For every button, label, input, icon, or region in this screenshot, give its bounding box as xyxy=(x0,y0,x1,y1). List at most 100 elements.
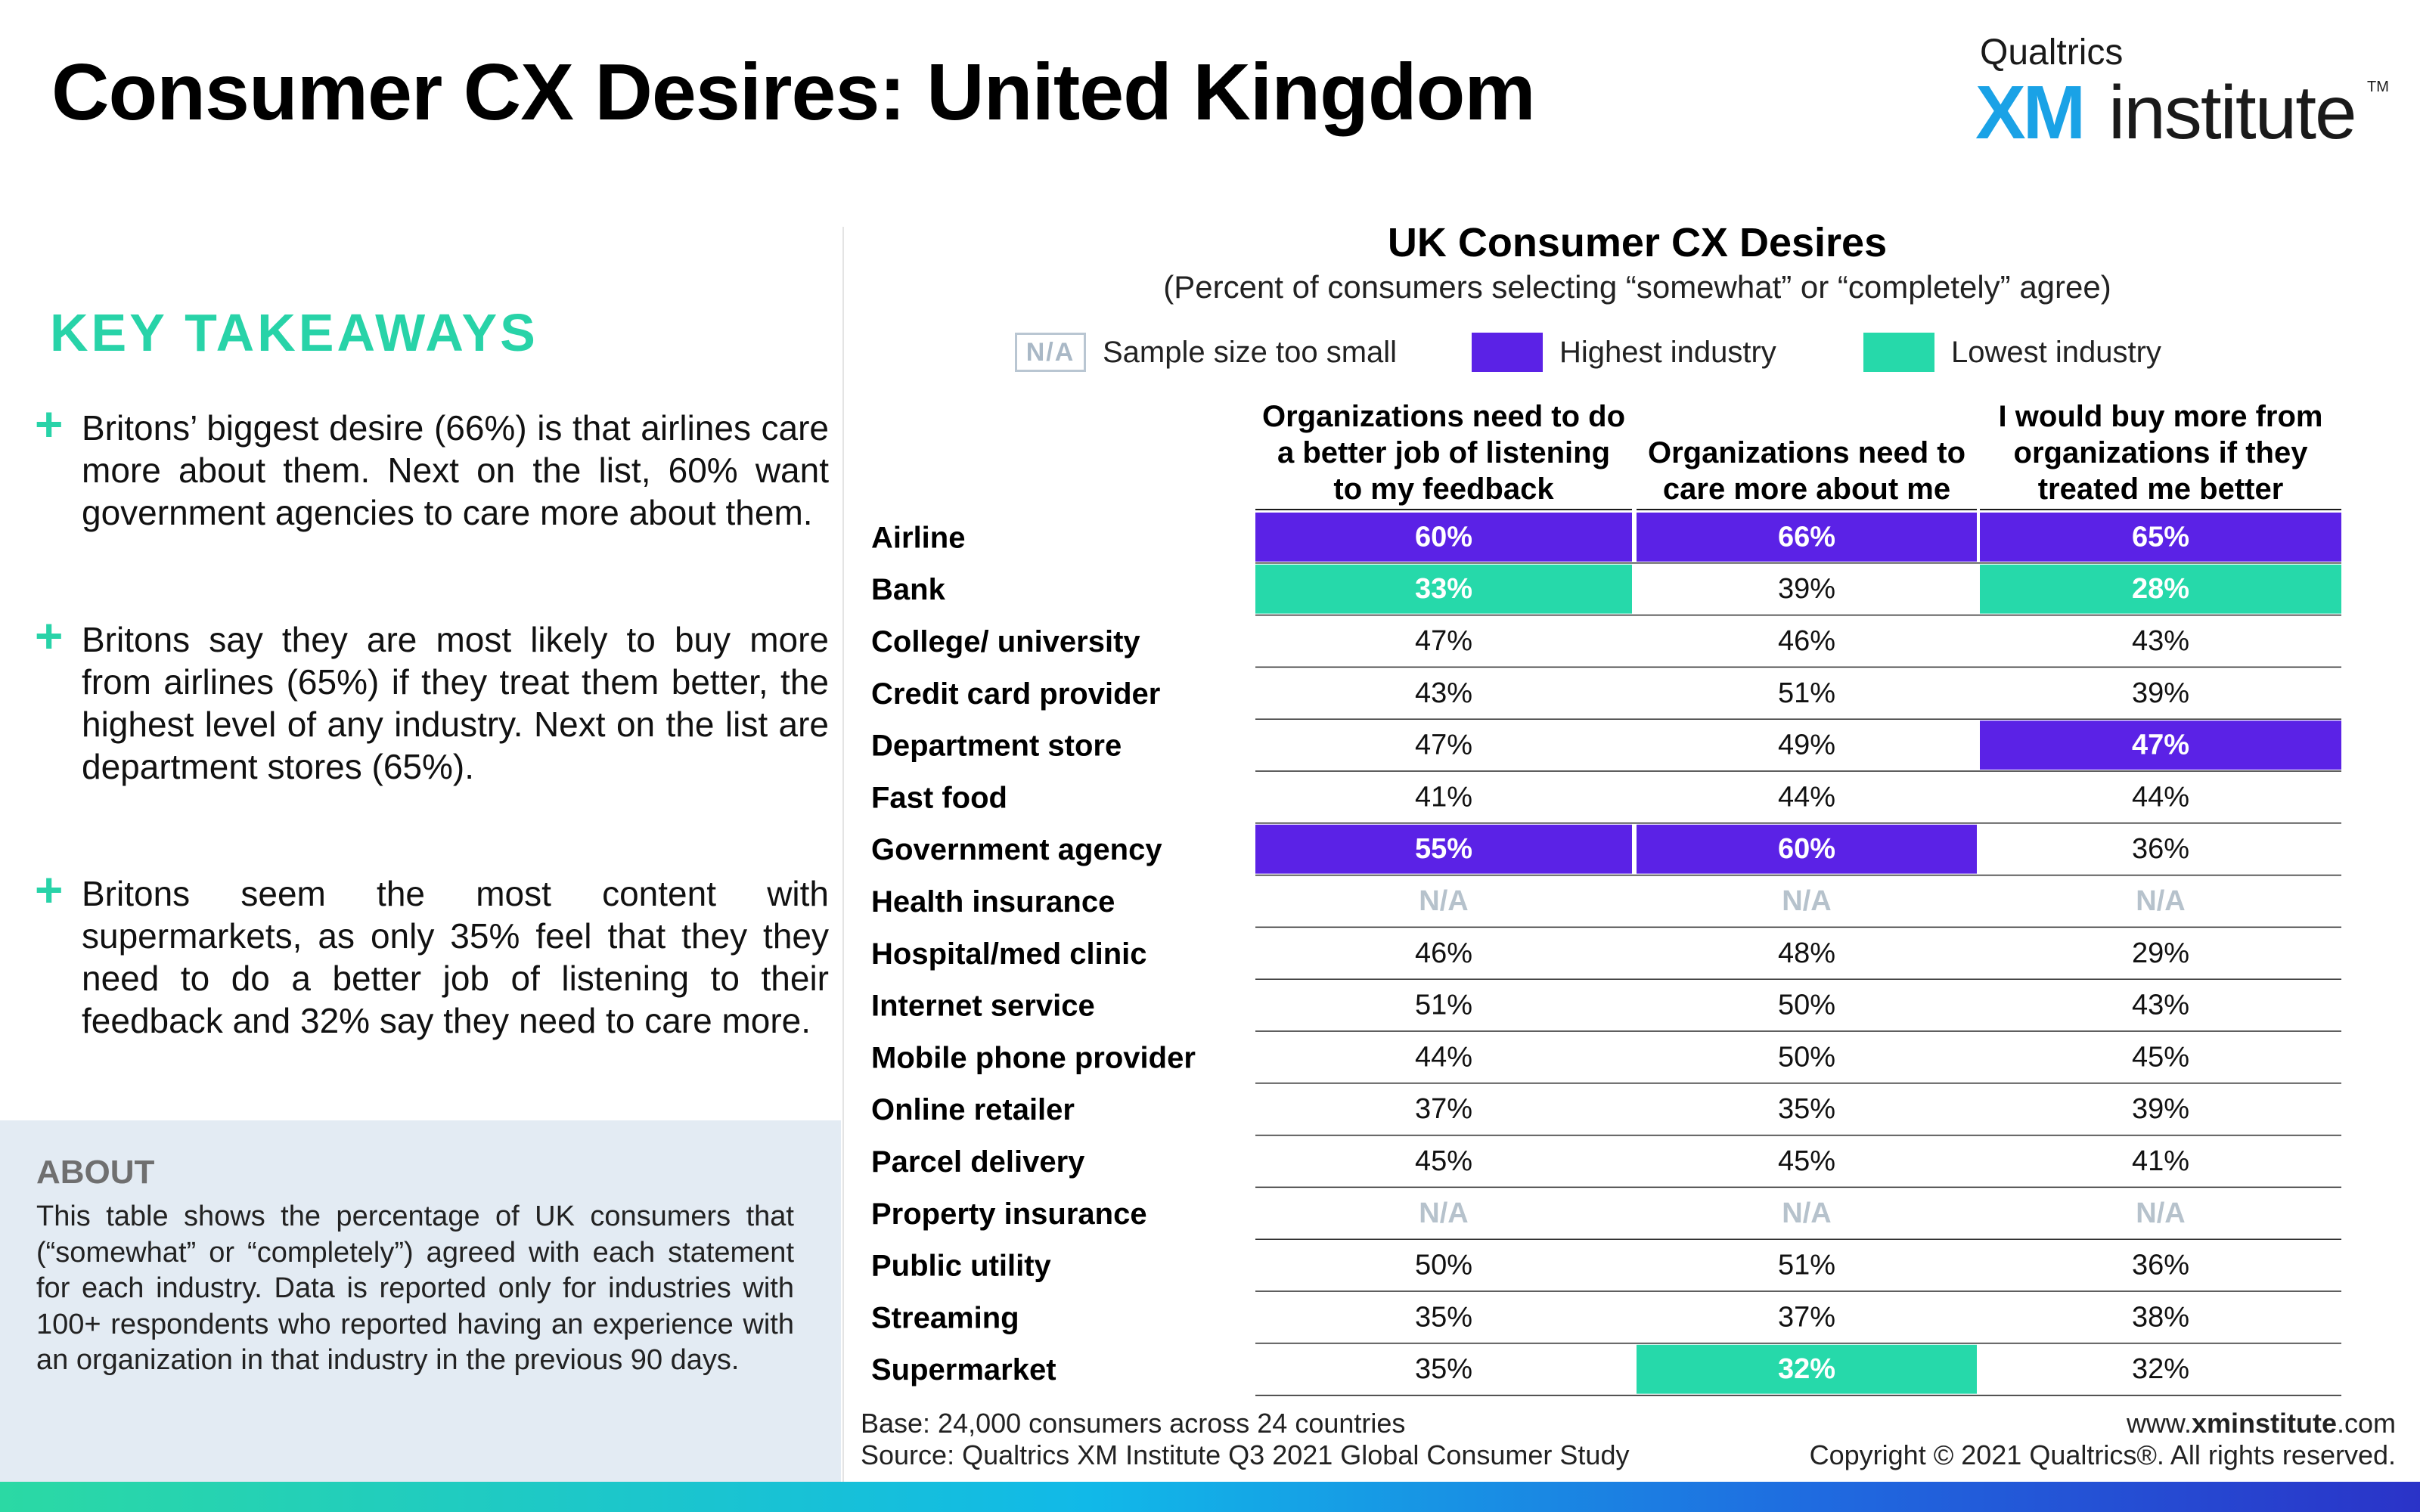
table-cell-value: 36% xyxy=(2132,833,2189,865)
column-header-line: Organizations need to xyxy=(1648,436,1965,469)
table-cell-value: 50% xyxy=(1415,1250,1472,1281)
table-cell-value: N/A xyxy=(1419,1198,1468,1229)
table-cell-value: 35% xyxy=(1778,1093,1835,1125)
column-header-line: Organizations need to do xyxy=(1262,400,1625,433)
legend-item-lowest: Lowest industry xyxy=(1863,330,2161,375)
table-cell-value: 44% xyxy=(2132,781,2189,813)
row-label: Mobile phone provider xyxy=(871,1041,1196,1074)
legend-item-highest: Highest industry xyxy=(1472,330,1776,375)
table-cell-value: N/A xyxy=(1782,885,1831,917)
takeaway-text: Britons seem the most content with super… xyxy=(82,874,829,1040)
legend: N/A Sample size too small Highest indust… xyxy=(1015,330,2225,375)
table-cell-value: 43% xyxy=(2132,625,2189,657)
table-cell-value: 35% xyxy=(1415,1301,1472,1333)
table-cell-value: 35% xyxy=(1415,1353,1472,1385)
table-cell-value: 46% xyxy=(1415,937,1472,969)
table-cell-value: 55% xyxy=(1415,833,1472,865)
row-label: Internet service xyxy=(871,990,1095,1023)
table-cell-value: 47% xyxy=(1415,625,1472,657)
table-cell-value: N/A xyxy=(2136,1198,2185,1229)
copyright-text: Copyright © 2021 Qualtrics®. All rights … xyxy=(1809,1439,2396,1470)
row-label: Public utility xyxy=(871,1250,1052,1283)
about-box: ABOUT This table shows the percentage of… xyxy=(0,1120,841,1482)
table-cell-value: 32% xyxy=(1778,1353,1835,1385)
base-text: Base: 24,000 consumers across 24 countri… xyxy=(861,1408,1406,1439)
table-cell-value: 28% xyxy=(2132,573,2189,605)
row-label: Parcel delivery xyxy=(871,1145,1085,1179)
table-cell-value: 45% xyxy=(1415,1145,1472,1177)
highest-cell-fill xyxy=(1255,824,1632,874)
plus-icon: + xyxy=(35,609,64,663)
table-cell-value: 60% xyxy=(1415,521,1472,553)
highest-cell-fill xyxy=(1980,513,2341,562)
row-label: Online retailer xyxy=(871,1093,1075,1126)
chart-title: UK Consumer CX Desires xyxy=(1387,220,1888,265)
table-cell-value: 60% xyxy=(1778,833,1835,865)
table-cell-value: 44% xyxy=(1778,781,1835,813)
bottom-gradient-stripe xyxy=(0,1482,2420,1512)
logo-tm-text: TM xyxy=(2367,79,2389,95)
left-panel: KEY TAKEAWAYS + Britons’ biggest desire … xyxy=(0,227,841,1482)
table-cell-value: 44% xyxy=(1415,1041,1472,1073)
row-label: Government agency xyxy=(871,833,1162,866)
panel-divider xyxy=(842,227,844,1482)
logo-institute-text: institute xyxy=(2108,70,2357,155)
table-cell-value: 37% xyxy=(1778,1301,1835,1333)
table-cell-value: 46% xyxy=(1778,625,1835,657)
column-header-line: treated me better xyxy=(2038,472,2284,506)
table-cell-value: 49% xyxy=(1778,730,1835,761)
table-cell-value: N/A xyxy=(1419,885,1468,917)
column-header-line: a better job of listening xyxy=(1277,436,1610,469)
table-cell-value: 43% xyxy=(2132,990,2189,1021)
legend-swatch-lowest xyxy=(1863,333,1934,372)
footer-right: www.xminstitute.com Copyright © 2021 Qua… xyxy=(1810,1408,2396,1471)
table-cell-value: 33% xyxy=(1415,573,1472,605)
highest-cell-fill xyxy=(1637,824,1977,874)
legend-item-na: N/A Sample size too small xyxy=(1015,330,1397,375)
website-link[interactable]: www.xminstitute.com xyxy=(2126,1408,2396,1439)
takeaway-text: Britons say they are most likely to buy … xyxy=(82,620,829,786)
row-label: Bank xyxy=(871,573,946,606)
column-header-line: to my feedback xyxy=(1333,472,1554,506)
plus-icon: + xyxy=(35,863,64,917)
table-cell-value: N/A xyxy=(2136,885,2185,917)
table-cell-value: 43% xyxy=(1415,677,1472,709)
table-cell-value: 50% xyxy=(1778,1041,1835,1073)
key-takeaways-heading: KEY TAKEAWAYS xyxy=(50,303,538,362)
row-label: Supermarket xyxy=(871,1353,1056,1387)
highest-cell-fill xyxy=(1637,513,1977,562)
table-cell-value: 50% xyxy=(1778,990,1835,1021)
source-text: Source: Qualtrics XM Institute Q3 2021 G… xyxy=(861,1439,1630,1470)
highest-cell-fill xyxy=(1255,513,1632,562)
lowest-cell-fill xyxy=(1980,564,2341,614)
takeaway-text: Britons’ biggest desire (66%) is that ai… xyxy=(82,408,829,532)
chart-subtitle: (Percent of consumers selecting “somewha… xyxy=(1163,269,2111,305)
table-cell-value: 29% xyxy=(2132,937,2189,969)
table-cell-value: 45% xyxy=(2132,1041,2189,1073)
plus-icon: + xyxy=(35,397,64,451)
table-cell-value: N/A xyxy=(1782,1198,1831,1229)
page-title: Consumer CX Desires: United Kingdom xyxy=(51,48,1536,137)
base-note: Base: 24,000 consumers across 24 countri… xyxy=(861,1408,1629,1471)
about-text: This table shows the percentage of UK co… xyxy=(36,1201,794,1376)
table-cell-value: 39% xyxy=(1778,573,1835,605)
table-cell-value: 39% xyxy=(2132,677,2189,709)
row-label: Health insurance xyxy=(871,885,1115,919)
about-heading: ABOUT xyxy=(36,1154,155,1191)
legend-label-lowest: Lowest industry xyxy=(1951,335,2161,369)
table-cell-value: 41% xyxy=(2132,1145,2189,1177)
row-label: Streaming xyxy=(871,1301,1019,1334)
table-cell-value: 47% xyxy=(1415,730,1472,761)
table-cell-value: 51% xyxy=(1778,677,1835,709)
table-cell-value: 47% xyxy=(2132,730,2189,761)
legend-swatch-na: N/A xyxy=(1015,333,1086,372)
table-cell-value: 37% xyxy=(1415,1093,1472,1125)
table-cell-value: 39% xyxy=(2132,1093,2189,1125)
highest-cell-fill xyxy=(1980,720,2341,770)
table-cell-value: 48% xyxy=(1778,937,1835,969)
table-cell-value: 66% xyxy=(1778,521,1835,553)
table-cell-value: 45% xyxy=(1778,1145,1835,1177)
table-cell-value: 65% xyxy=(2132,521,2189,553)
legend-swatch-highest xyxy=(1472,333,1543,372)
